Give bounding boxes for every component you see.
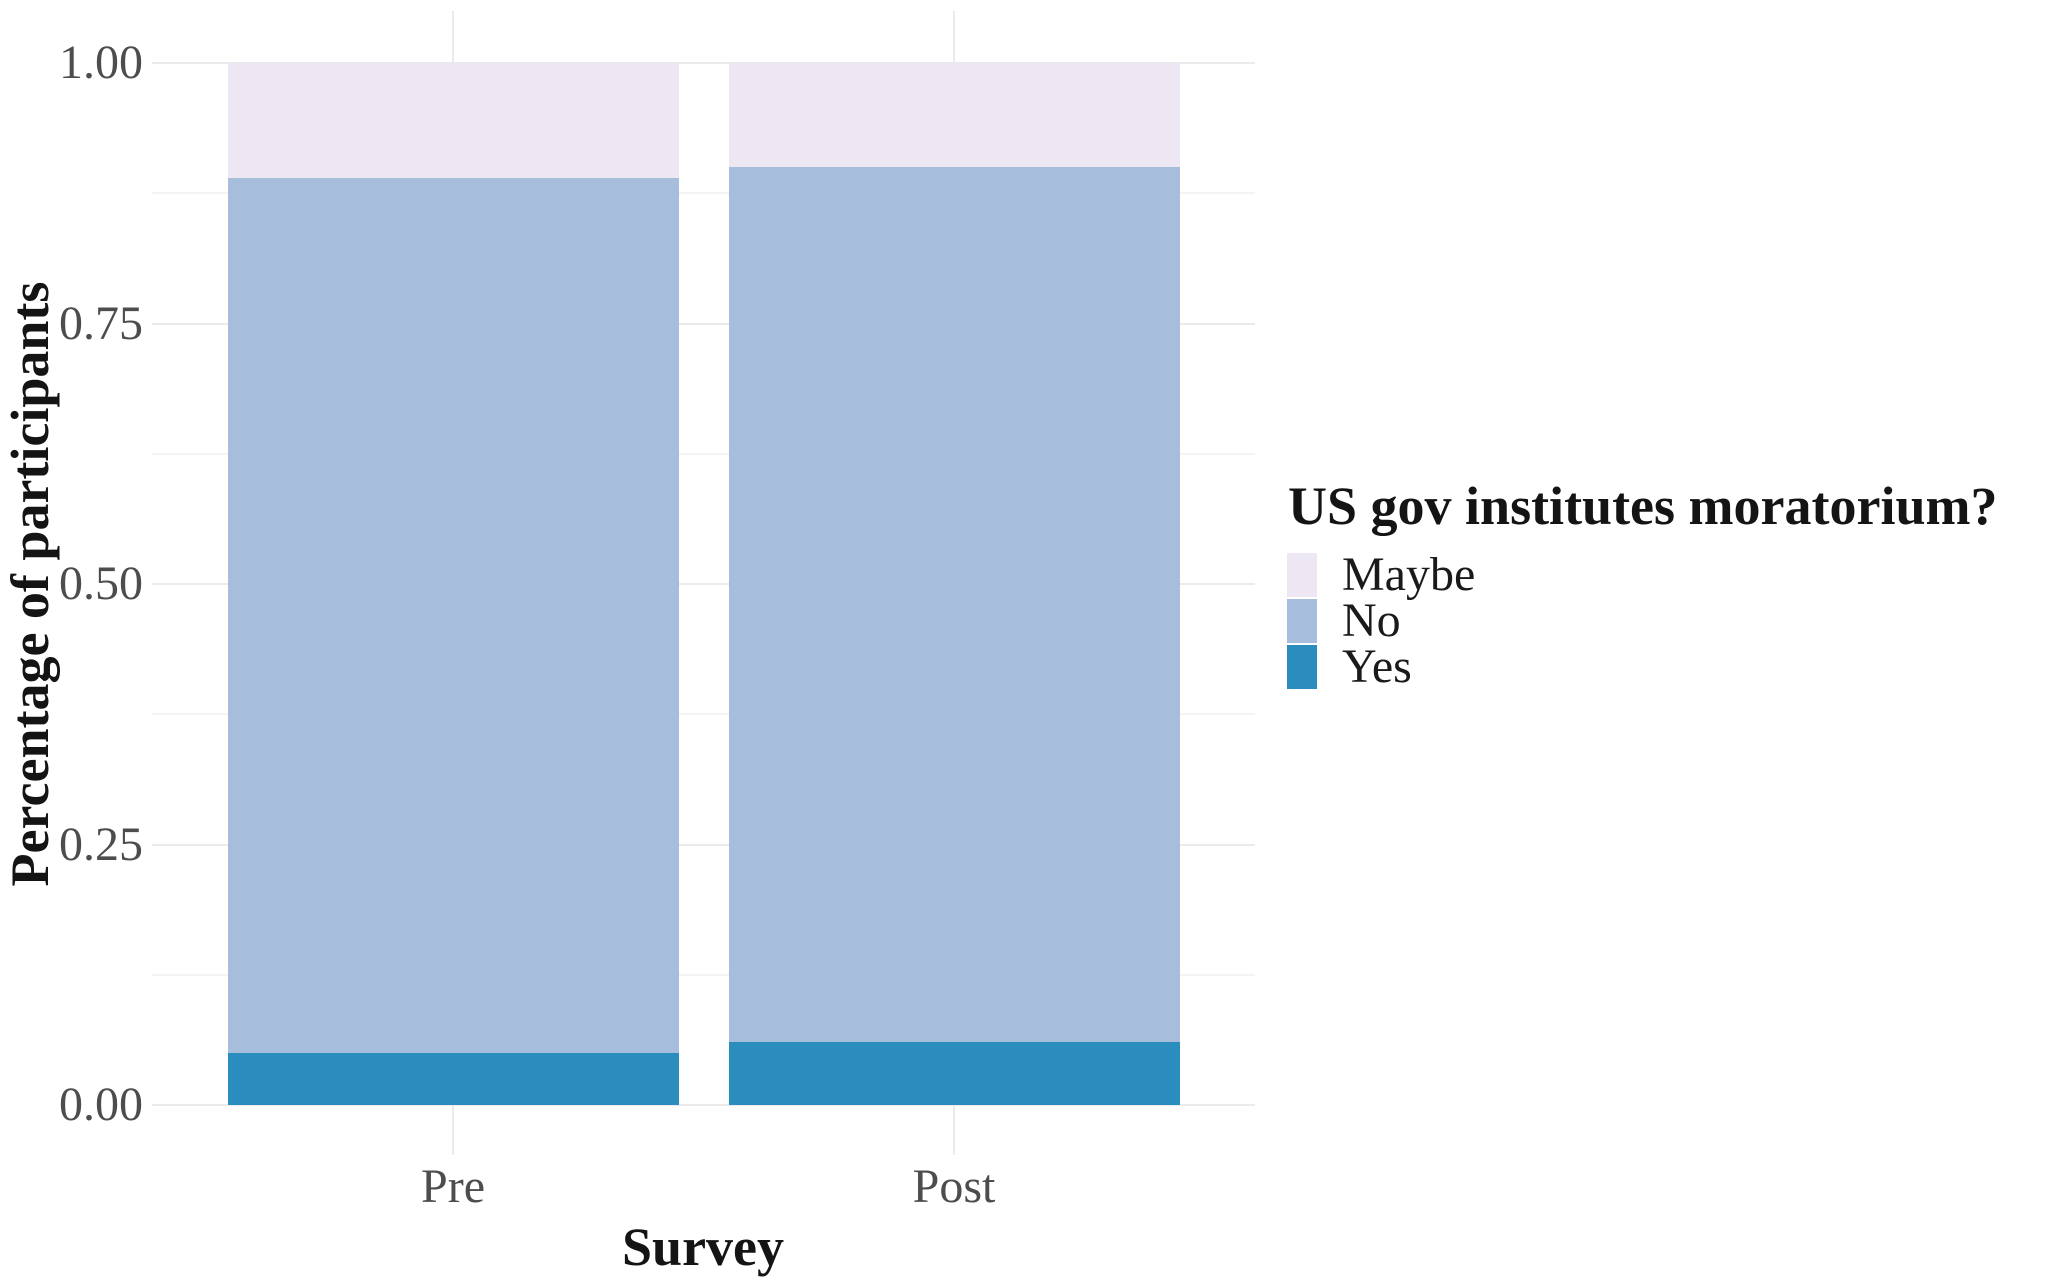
legend-item-label: No — [1342, 594, 1401, 647]
legend-item-label: Yes — [1342, 640, 1412, 693]
x-tick-label: Pre — [421, 1160, 485, 1213]
x-tick-label: Post — [912, 1160, 996, 1213]
y-tick-label: 0.75 — [59, 296, 143, 350]
bar-segment-post-maybe — [728, 63, 1180, 168]
bar-segment-post-no — [728, 167, 1180, 1043]
bar-segment-pre-yes — [227, 1052, 679, 1105]
major-gridline — [152, 843, 1255, 846]
minor-gridline — [152, 713, 1255, 716]
bar-segment-pre-maybe — [227, 63, 679, 178]
major-gridline — [152, 322, 1255, 325]
y-tick-label: 1.00 — [59, 36, 143, 89]
legend-item-label: Maybe — [1342, 548, 1476, 601]
major-gridline — [152, 1104, 1255, 1106]
minor-gridline — [152, 452, 1255, 455]
legend-swatch-maybe — [1287, 553, 1317, 597]
bar-segment-pre-no — [227, 177, 679, 1053]
minor-gridline — [152, 973, 1255, 976]
y-tick-label: 0.50 — [59, 557, 143, 610]
legend-title: US gov institutes moratorium? — [1288, 476, 1998, 536]
legend-swatch-yes — [1287, 645, 1317, 689]
major-gridline — [152, 583, 1255, 585]
y-tick-label: 0.25 — [59, 817, 143, 871]
x-axis-title: Survey — [622, 1217, 784, 1277]
bar-segment-post-yes — [728, 1042, 1180, 1105]
major-gridline — [152, 62, 1255, 64]
legend-swatch-no — [1287, 599, 1317, 643]
minor-gridline — [152, 192, 1255, 195]
y-tick-label: 0.00 — [59, 1078, 143, 1131]
